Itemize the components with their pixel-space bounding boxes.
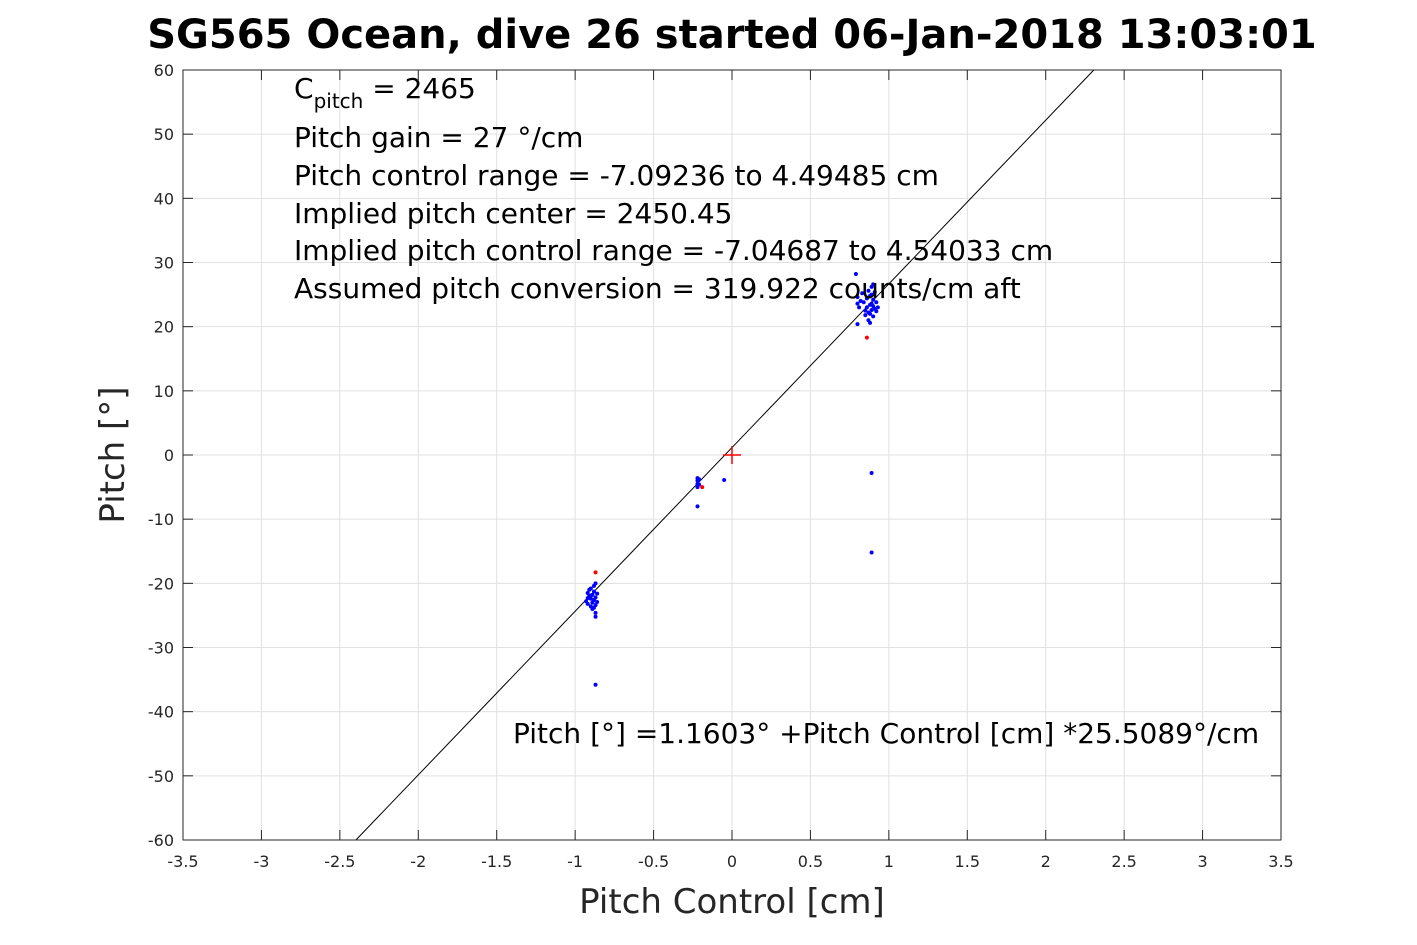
- data-point-red: [864, 335, 869, 340]
- x-tick-label: 3.5: [1268, 852, 1293, 871]
- data-point-blue: [857, 305, 862, 310]
- data-point-blue: [593, 610, 598, 615]
- data-point-blue: [591, 589, 596, 594]
- y-tick-label: 40: [154, 189, 174, 208]
- x-tick-label: -3: [253, 852, 269, 871]
- annotation-pitch-gain: Pitch gain = 27 °/cm: [294, 121, 583, 154]
- data-points: [584, 272, 880, 687]
- annotation-pitch-control-range: Pitch control range = -7.09236 to 4.4948…: [294, 159, 939, 192]
- data-point-blue: [593, 595, 598, 600]
- x-tick-label: -2.5: [324, 852, 355, 871]
- annotation-implied-range: Implied pitch control range = -7.04687 t…: [294, 234, 1053, 267]
- data-point-blue: [869, 292, 874, 297]
- data-point-blue: [697, 482, 702, 487]
- x-tick-label: -1.5: [481, 852, 512, 871]
- x-tick-label: 2.5: [1111, 852, 1136, 871]
- data-point-blue: [871, 282, 876, 287]
- data-point-red: [593, 570, 598, 575]
- data-point-blue: [585, 596, 590, 601]
- data-point-blue: [855, 301, 860, 306]
- y-tick-label: -40: [148, 703, 174, 722]
- axis-ticks: -3.5 -3 -2.5 -2 -1.5 -1 -0.5 0 0.5 1 1.5 2 2.5 3 3.5 -6…: [148, 61, 1294, 871]
- data-point-blue: [861, 300, 866, 305]
- data-point-blue: [853, 272, 858, 277]
- data-point-blue: [588, 593, 593, 598]
- annotation-block: Cpitch = 2465 Pitch gain = 27 °/cm Pitch…: [294, 72, 1053, 305]
- data-point-blue: [869, 550, 874, 555]
- x-tick-label: -1: [567, 852, 583, 871]
- cpitch-annotation: Cpitch = 2465: [294, 72, 476, 113]
- data-point-blue: [872, 290, 877, 295]
- cpitch-subscript: pitch: [314, 89, 364, 113]
- y-tick-label: 20: [154, 318, 174, 337]
- data-point-blue: [858, 299, 863, 303]
- x-tick-label: 1: [884, 852, 894, 871]
- x-tick-label: 3: [1197, 852, 1207, 871]
- data-point-blue: [697, 477, 702, 482]
- x-tick-label: 2: [1041, 852, 1051, 871]
- x-tick-label: -2: [410, 852, 426, 871]
- y-tick-label: 10: [154, 382, 174, 401]
- data-point-blue: [874, 300, 879, 305]
- y-axis-title: Pitch [°]: [93, 386, 133, 523]
- data-point-blue: [864, 305, 869, 310]
- data-point-blue: [591, 605, 596, 610]
- y-tick-label: -10: [148, 510, 174, 529]
- cpitch-main: C: [294, 72, 314, 105]
- y-tick-label: 30: [154, 254, 174, 273]
- data-point-blue: [855, 322, 860, 327]
- x-tick-label: 0.5: [798, 852, 823, 871]
- data-point-blue: [695, 504, 700, 509]
- data-point-blue: [871, 297, 876, 302]
- x-axis-title: Pitch Control [cm]: [579, 882, 885, 922]
- fit-equation: Pitch [°] =1.1603° +Pitch Control [cm] *…: [513, 717, 1259, 750]
- annotation-implied-pitch-center: Implied pitch center = 2450.45: [294, 197, 732, 230]
- data-point-red: [700, 485, 705, 490]
- y-tick-label: 50: [154, 125, 174, 144]
- chart-title: SG565 Ocean, dive 26 started 06-Jan-2018…: [147, 12, 1316, 58]
- y-tick-label: -50: [148, 767, 174, 786]
- data-point-blue: [874, 309, 879, 314]
- data-point-blue: [855, 295, 860, 300]
- annotation-pitch-conversion: Assumed pitch conversion = 319.922 count…: [294, 272, 1021, 305]
- y-tick-label: -30: [148, 639, 174, 658]
- data-point-blue: [863, 308, 868, 313]
- y-tick-label: -20: [148, 574, 174, 593]
- cpitch-value: = 2465: [363, 72, 476, 105]
- y-tick-label: -60: [148, 831, 174, 850]
- data-point-blue: [593, 581, 598, 586]
- data-point-blue: [864, 296, 869, 301]
- plot-frame: [182, 69, 1282, 841]
- data-point-blue: [871, 314, 876, 319]
- data-point-blue: [593, 614, 598, 619]
- x-tick-label: 0: [727, 852, 737, 871]
- data-point-blue: [588, 596, 593, 601]
- data-point-blue: [868, 320, 873, 325]
- data-point-blue: [863, 313, 868, 318]
- x-tick-label: 1.5: [955, 852, 980, 871]
- data-point-blue: [722, 478, 727, 483]
- x-tick-label: -0.5: [638, 852, 669, 871]
- data-point-blue: [585, 590, 590, 595]
- data-point-blue: [860, 291, 865, 296]
- x-tick-label: -3.5: [167, 852, 198, 871]
- data-point-blue: [595, 591, 600, 596]
- y-tick-label: 60: [154, 61, 174, 80]
- origin-marker-layer: [723, 446, 741, 464]
- data-point-blue: [593, 682, 598, 687]
- data-point-blue: [875, 305, 880, 310]
- data-point-blue: [869, 307, 874, 312]
- data-point-blue: [866, 288, 871, 293]
- y-tick-label: 0: [164, 446, 174, 465]
- data-point-blue: [585, 601, 590, 606]
- data-point-blue: [869, 470, 874, 475]
- data-point-blue: [595, 599, 600, 604]
- data-point-blue: [588, 586, 593, 591]
- data-point-blue: [868, 311, 873, 316]
